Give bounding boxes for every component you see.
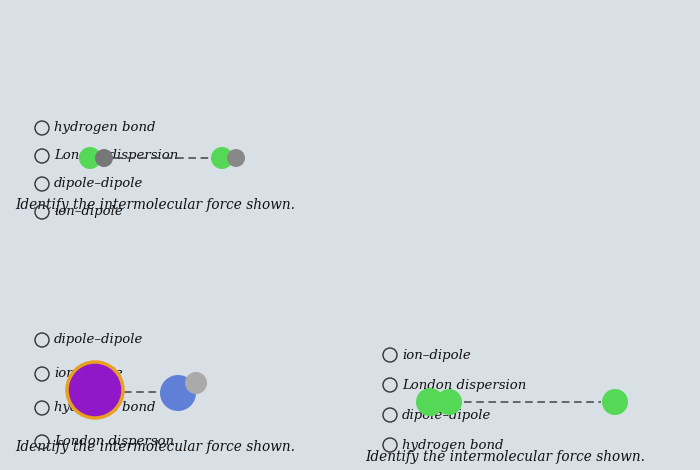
Text: London disperson: London disperson: [54, 436, 174, 448]
Text: Identify the intermolecular force shown.: Identify the intermolecular force shown.: [15, 198, 295, 212]
Circle shape: [185, 372, 207, 394]
Text: hydrogen bond: hydrogen bond: [54, 122, 155, 134]
Text: London dispersion: London dispersion: [54, 149, 178, 163]
Text: hydrogen bond: hydrogen bond: [54, 401, 155, 415]
Text: dipole–dipole: dipole–dipole: [54, 334, 144, 346]
Circle shape: [79, 147, 101, 169]
Circle shape: [95, 149, 113, 167]
Circle shape: [416, 388, 444, 416]
Circle shape: [602, 389, 628, 415]
Text: ion–dipole: ion–dipole: [54, 205, 122, 219]
Text: dipole–dipole: dipole–dipole: [402, 408, 491, 422]
Text: Identify the intermolecular force shown.: Identify the intermolecular force shown.: [15, 440, 295, 454]
Circle shape: [211, 147, 233, 169]
Circle shape: [227, 149, 245, 167]
Circle shape: [160, 375, 196, 411]
Text: London dispersion: London dispersion: [402, 378, 526, 392]
Text: ion–dipole: ion–dipole: [402, 348, 470, 361]
Text: hydrogen bond: hydrogen bond: [402, 439, 503, 452]
Text: dipole–dipole: dipole–dipole: [54, 178, 144, 190]
Circle shape: [436, 389, 462, 415]
Text: Identify the intermolecular force shown.: Identify the intermolecular force shown.: [365, 450, 645, 464]
Text: ion–dipole: ion–dipole: [54, 368, 122, 381]
Circle shape: [67, 362, 123, 418]
